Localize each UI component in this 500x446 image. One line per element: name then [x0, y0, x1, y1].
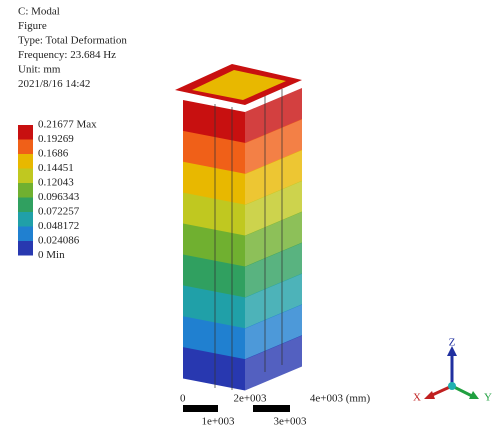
scale-bar	[253, 405, 290, 412]
scale-label: 4e+003 (mm)	[310, 393, 371, 405]
triad-label: Y	[484, 392, 492, 404]
column-band	[245, 304, 302, 360]
legend-label: 0.21677 Max	[38, 119, 97, 131]
header-line: Figure	[18, 20, 47, 32]
legend-label: 0.19269	[38, 133, 74, 145]
column-opening	[192, 70, 286, 100]
column-band	[245, 88, 302, 144]
scale-label: 1e+003	[201, 416, 235, 428]
triad-label: Z	[449, 337, 456, 349]
column-band	[183, 192, 245, 237]
column-band	[183, 130, 245, 175]
column-band	[245, 211, 302, 267]
column-band	[245, 180, 302, 237]
column-band	[245, 273, 302, 329]
column-band	[183, 347, 245, 391]
column-band	[183, 316, 245, 360]
column-band	[245, 242, 302, 298]
legend-label: 0.12043	[38, 177, 74, 189]
column	[175, 64, 302, 391]
legend-label: 0.096343	[38, 191, 80, 203]
legend-label: 0.072257	[38, 206, 80, 218]
legend-swatch	[18, 168, 33, 183]
legend-swatch	[18, 226, 33, 241]
legend-label: 0.1686	[38, 148, 69, 160]
header-line: Frequency: 23.684 Hz	[18, 49, 116, 61]
header-line: 2021/8/16 14:42	[18, 78, 90, 90]
scale-label: 2e+003	[233, 393, 267, 405]
legend-label: 0 Min	[38, 249, 65, 261]
legend-swatch	[18, 212, 33, 227]
legend-swatch	[18, 125, 33, 140]
legend-label: 0.14451	[38, 162, 74, 174]
column-band	[245, 335, 302, 391]
column-band	[183, 285, 245, 329]
legend-swatch	[18, 154, 33, 169]
legend-swatch	[18, 241, 33, 256]
legend-label: 0.048172	[38, 220, 79, 232]
column-band	[183, 161, 245, 206]
y-head	[469, 391, 479, 399]
legend-swatch	[18, 183, 33, 198]
x-arrow	[429, 384, 453, 398]
header-line: Type: Total Deformation	[18, 35, 127, 47]
scale-bar	[183, 405, 218, 412]
legend-label: 0.024086	[38, 235, 80, 247]
triad-label: X	[413, 392, 421, 404]
header-line: Unit: mm	[18, 64, 61, 76]
scale-label: 0	[180, 393, 186, 405]
z-head	[447, 346, 457, 356]
column-band	[183, 100, 245, 144]
column-band	[183, 223, 245, 267]
x-head	[424, 391, 435, 399]
legend-swatch	[18, 197, 33, 212]
legend-swatch	[18, 139, 33, 154]
scale-label: 3e+003	[273, 416, 307, 428]
column-band	[245, 149, 302, 206]
column-band	[183, 254, 245, 298]
triad	[424, 346, 479, 399]
header-line: C: Modal	[18, 6, 60, 18]
origin	[448, 382, 456, 390]
column-band	[245, 118, 302, 175]
